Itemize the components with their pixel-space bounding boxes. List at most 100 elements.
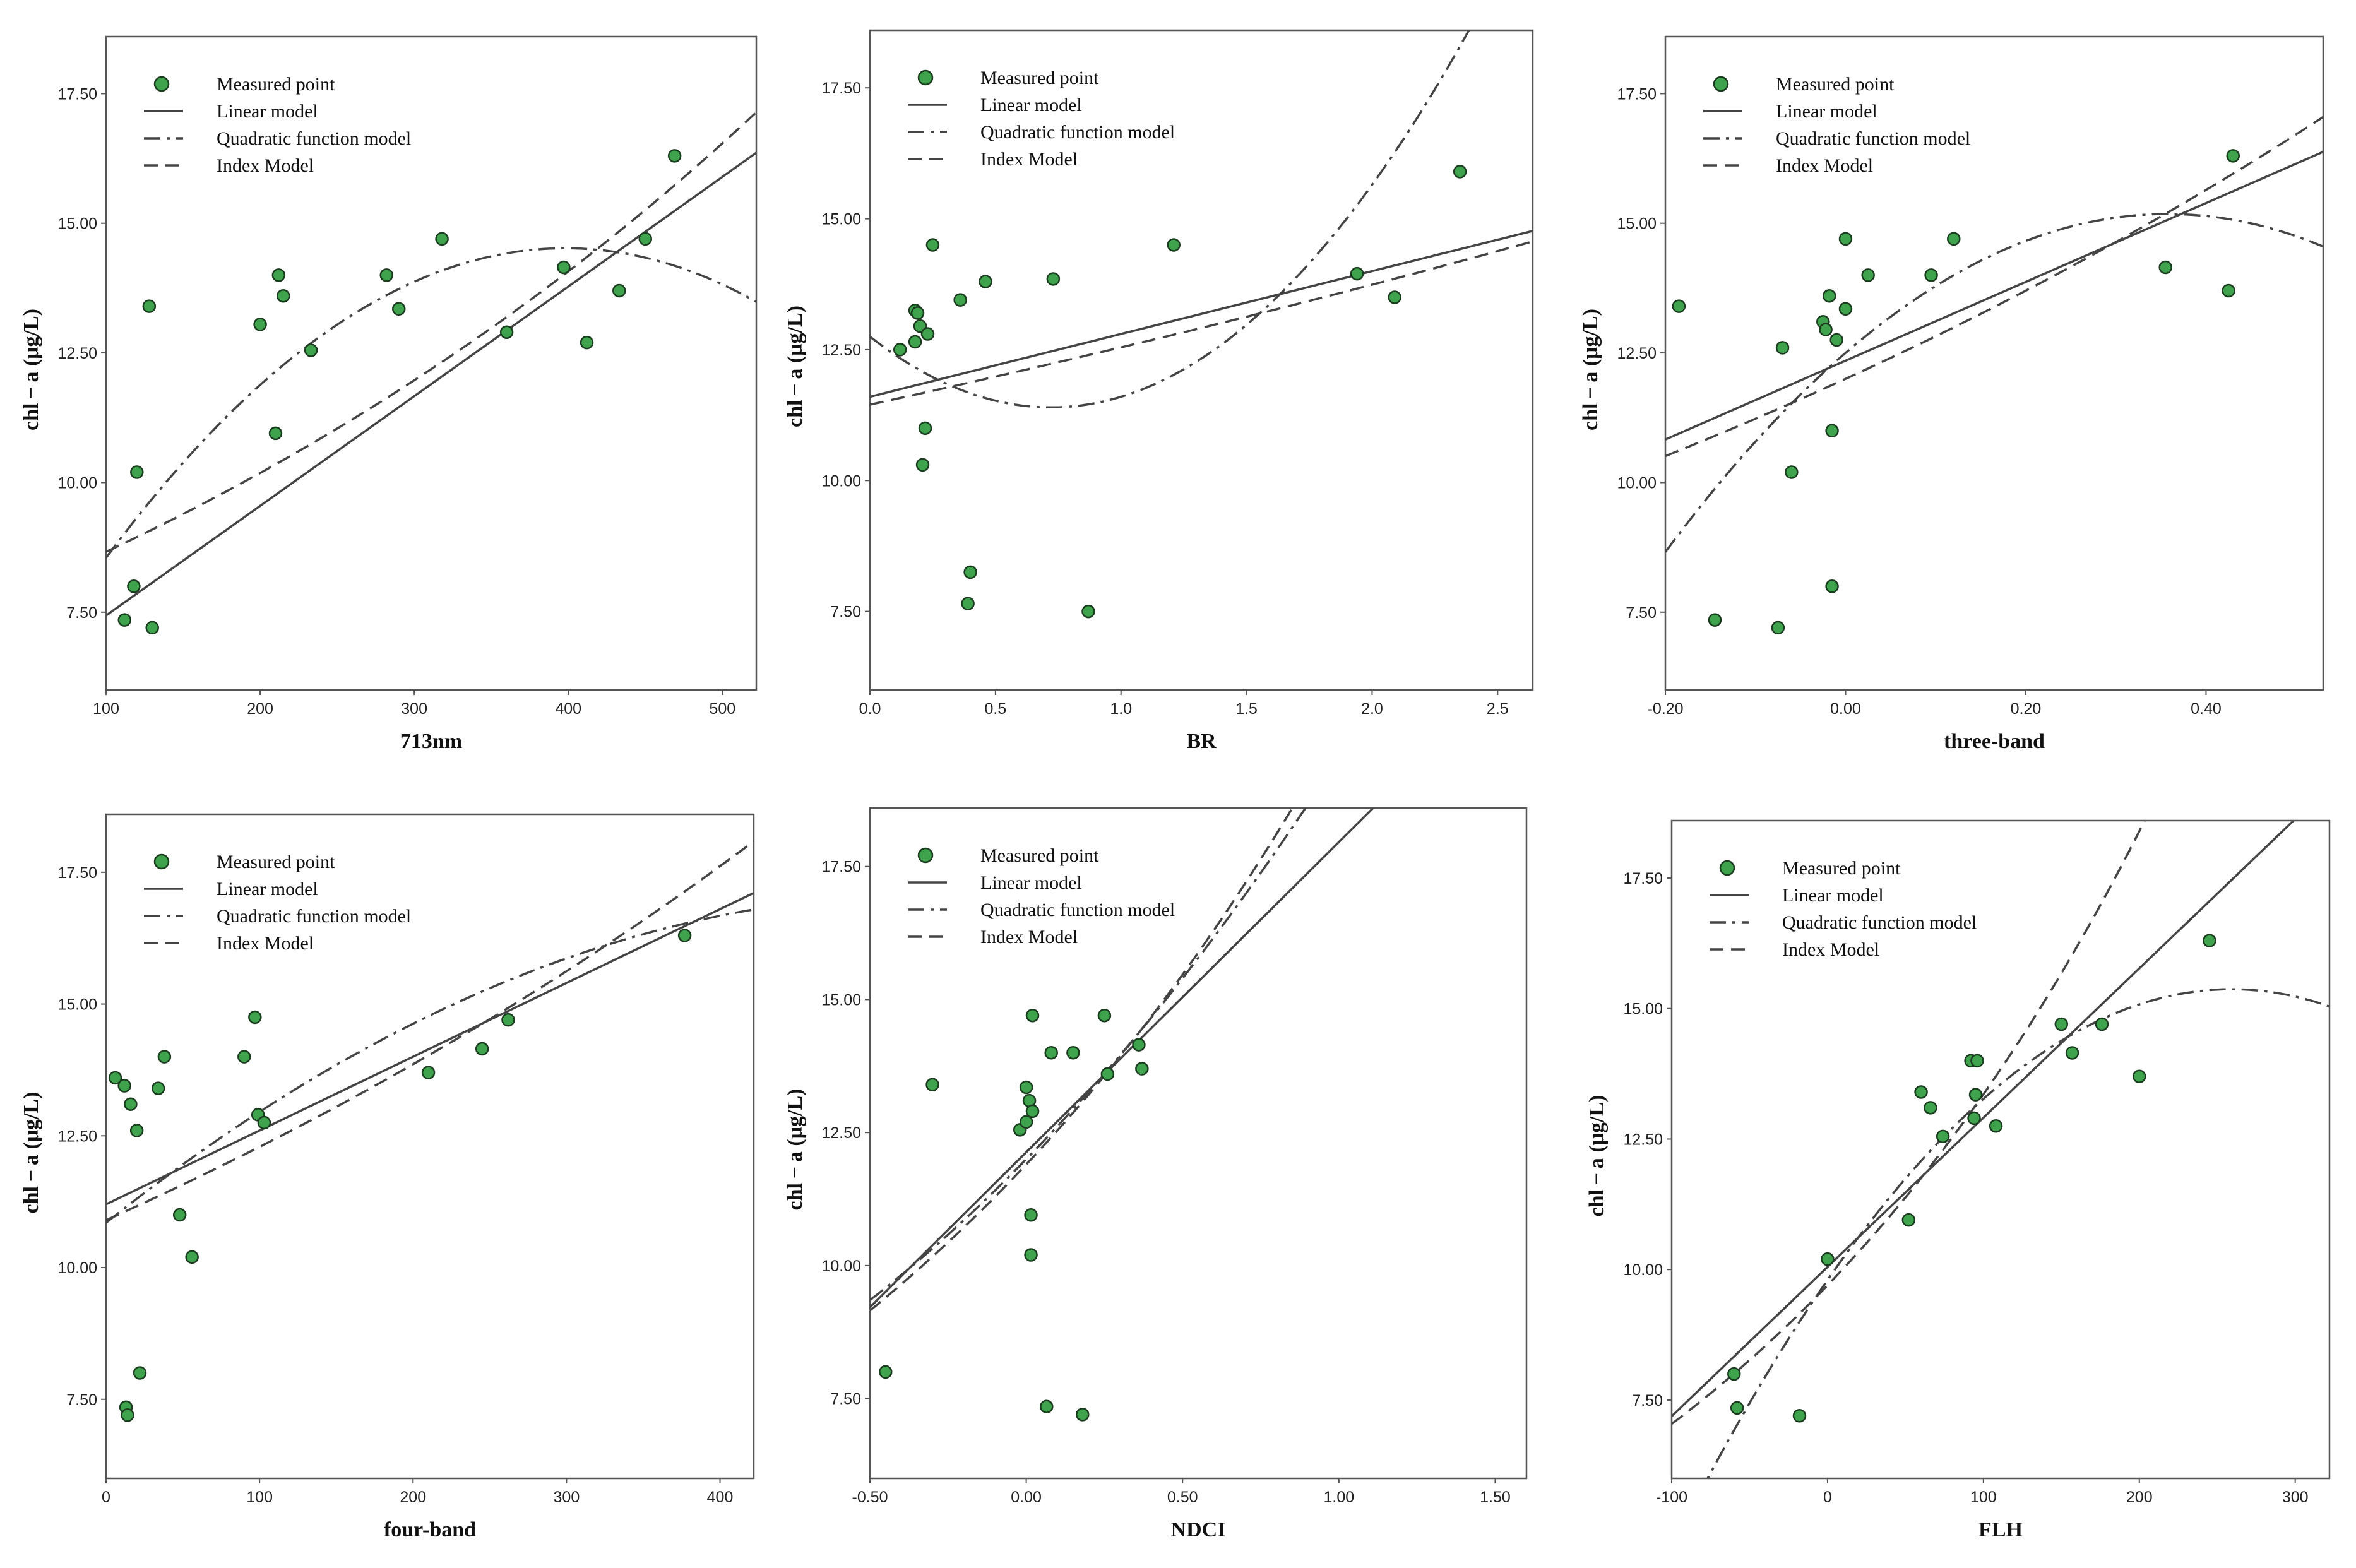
measured-points xyxy=(108,929,692,1422)
legend-marker-point xyxy=(1719,860,1735,876)
legend-label: Index Model xyxy=(1776,155,1873,176)
y-tick-label: 15.00 xyxy=(1623,1001,1663,1018)
y-tick-label: 7.50 xyxy=(1626,604,1657,622)
y-tick-label: 17.50 xyxy=(57,864,97,882)
x-axis-title: four-band xyxy=(384,1518,476,1541)
data-point xyxy=(953,293,967,307)
data-point xyxy=(271,268,286,282)
data-point xyxy=(130,465,144,479)
x-tick-label: 400 xyxy=(555,700,581,718)
legend-label: Linear model xyxy=(217,101,318,122)
model-curves xyxy=(1665,116,2323,553)
x-tick-label: 300 xyxy=(2282,1488,2309,1506)
legend-label: Index Model xyxy=(217,155,314,176)
chart-panel-2: 7.50 10.00 12.50 15.00 17.50 0.0 0.5 1.0 1.5 2.0 2… xyxy=(783,29,1534,753)
data-point xyxy=(961,597,975,610)
y-tick-label: 10.00 xyxy=(821,1257,861,1275)
data-point xyxy=(1708,613,1722,627)
linear-model-line xyxy=(870,808,1375,1309)
model-curves xyxy=(870,808,1375,1312)
data-point xyxy=(667,149,682,163)
x-tick-label: 300 xyxy=(401,700,427,718)
y-tick-label: 12.50 xyxy=(57,345,97,362)
x-tick-label: 0 xyxy=(102,1488,110,1506)
data-point xyxy=(1025,1008,1040,1023)
x-tick-label: 0.00 xyxy=(1011,1488,1042,1506)
data-point xyxy=(127,579,141,593)
data-point xyxy=(157,1050,172,1064)
x-tick-label: 100 xyxy=(1970,1488,1997,1506)
x-tick-label: 300 xyxy=(554,1488,580,1506)
data-point xyxy=(1792,1409,1807,1423)
quadratic-model-line xyxy=(1665,213,2323,553)
plot-frame xyxy=(869,29,1534,691)
x-tick-label: 200 xyxy=(2126,1488,2153,1506)
data-point xyxy=(1819,323,1833,336)
chart-panel-4: 7.50 10.00 12.50 15.00 17.50 0 100 200 300 400 fou… xyxy=(20,813,755,1541)
y-tick-label: 12.50 xyxy=(1617,345,1657,362)
legend-marker-point xyxy=(153,76,170,92)
data-point xyxy=(1785,465,1799,479)
legend-label: Linear model xyxy=(217,879,318,900)
y-axis-title: chl − a (μg/L) xyxy=(20,1092,43,1214)
data-point xyxy=(1350,266,1364,281)
data-point xyxy=(1771,621,1785,635)
data-point xyxy=(145,621,159,635)
x-tick-label: 1.5 xyxy=(1235,700,1258,718)
linear-model-line xyxy=(1672,821,2295,1417)
y-axis-title: chl − a (μg/L) xyxy=(1585,1095,1609,1217)
measured-points xyxy=(117,149,682,635)
model-curves xyxy=(106,840,754,1224)
data-point xyxy=(1861,268,1875,282)
data-point xyxy=(925,1078,939,1092)
data-point xyxy=(1838,232,1853,246)
legend-label: Quadratic function model xyxy=(1782,912,1977,933)
measured-points xyxy=(879,1008,1149,1422)
data-point xyxy=(1914,1085,1928,1099)
data-point xyxy=(1821,1252,1835,1266)
quadratic-model-line xyxy=(870,30,1470,409)
data-point xyxy=(133,1366,147,1380)
y-tick-label: 7.50 xyxy=(830,603,861,621)
data-point xyxy=(1825,424,1839,438)
y-axis-title: chl − a (μg/L) xyxy=(1579,309,1602,431)
legend-label: Quadratic function model xyxy=(217,906,411,927)
x-tick-label: 400 xyxy=(707,1488,734,1506)
data-point xyxy=(501,1013,515,1027)
x-tick-label: 1.00 xyxy=(1324,1488,1355,1506)
data-point xyxy=(1046,272,1061,286)
x-tick-label: -100 xyxy=(1656,1488,1687,1506)
x-tick-label: 200 xyxy=(400,1488,426,1506)
data-point xyxy=(172,1208,187,1222)
data-point xyxy=(1727,1367,1741,1381)
y-tick-label: 15.00 xyxy=(57,996,97,1014)
y-tick-label: 7.50 xyxy=(830,1391,861,1408)
y-tick-label: 10.00 xyxy=(1623,1261,1663,1279)
index-model-line xyxy=(106,840,754,1221)
y-tick-label: 15.00 xyxy=(821,991,861,1009)
quadratic-model-line xyxy=(106,247,756,559)
data-point xyxy=(1947,232,1961,246)
y-tick-label: 7.50 xyxy=(1632,1392,1663,1410)
x-tick-label: 0.0 xyxy=(859,700,881,718)
data-point xyxy=(1970,1054,1984,1068)
data-point xyxy=(257,1115,271,1130)
legend-label: Measured point xyxy=(217,74,335,95)
legend-marker-point xyxy=(917,847,934,864)
chart-panel-6: 7.50 10.00 12.50 15.00 17.50 -100 0 100 200 300 FL… xyxy=(1585,819,2331,1541)
data-point xyxy=(879,1365,893,1379)
data-point xyxy=(421,1066,436,1079)
data-point xyxy=(1024,1208,1038,1222)
legend-label: Linear model xyxy=(1782,885,1884,906)
data-point xyxy=(1825,579,1839,593)
data-point xyxy=(268,426,283,441)
data-point xyxy=(1829,333,1843,347)
y-tick-label: 12.50 xyxy=(57,1127,97,1145)
plot-frame xyxy=(1670,819,2331,1480)
data-point xyxy=(1838,302,1853,316)
linear-model-line xyxy=(1665,150,2323,441)
legend-label: Linear model xyxy=(980,872,1082,893)
legend-label: Measured point xyxy=(217,852,335,872)
data-point xyxy=(237,1050,251,1064)
legend-label: Quadratic function model xyxy=(980,900,1175,920)
